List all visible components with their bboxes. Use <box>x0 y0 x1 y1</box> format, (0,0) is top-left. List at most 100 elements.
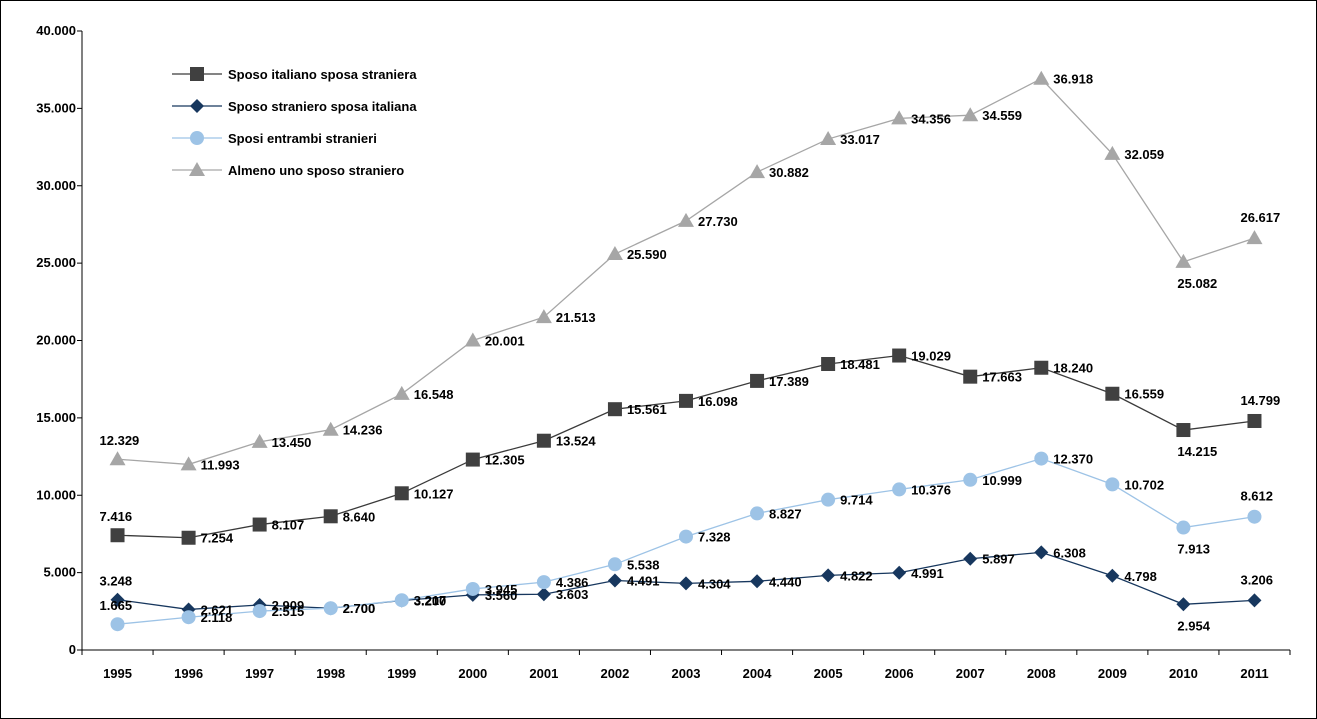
legend-entry: Sposo straniero sposa italiana <box>228 99 417 114</box>
data-point <box>892 348 907 363</box>
data-point <box>394 486 409 501</box>
data-label: 7.254 <box>201 531 234 546</box>
data-label: 3.560 <box>485 588 518 603</box>
data-label: 36.918 <box>1053 72 1093 87</box>
data-label: 4.386 <box>556 575 589 590</box>
data-point <box>891 110 908 125</box>
data-label: 17.389 <box>769 374 809 389</box>
data-point <box>607 557 622 572</box>
data-label: 5.897 <box>982 552 1015 567</box>
data-label: 3.217 <box>414 593 447 608</box>
data-label: 30.882 <box>769 165 809 180</box>
data-label: 13.450 <box>272 435 312 450</box>
data-label: 8.827 <box>769 506 802 521</box>
data-label: 2.515 <box>272 604 305 619</box>
data-label: 7.416 <box>100 509 133 524</box>
x-tick-label: 2003 <box>672 666 701 681</box>
data-point <box>607 402 622 417</box>
data-point <box>678 212 694 227</box>
data-label: 8.640 <box>343 509 376 524</box>
data-point <box>465 452 480 467</box>
data-point <box>536 433 551 448</box>
data-point <box>1175 253 1192 268</box>
data-point <box>323 509 338 524</box>
y-tick-label: 5.000 <box>43 565 76 580</box>
data-label: 18.481 <box>840 357 880 372</box>
data-label: 4.822 <box>840 568 873 583</box>
data-label: 11.993 <box>201 457 240 472</box>
data-point <box>1034 360 1049 375</box>
data-label: 3.248 <box>100 574 133 589</box>
data-label: 27.730 <box>698 214 738 229</box>
data-point <box>393 385 410 400</box>
data-label: 7.328 <box>698 530 731 545</box>
data-label: 10.702 <box>1124 477 1164 492</box>
legend-marker <box>190 131 204 145</box>
x-tick-label: 1997 <box>245 666 274 681</box>
data-point <box>252 604 267 619</box>
data-point <box>109 451 126 466</box>
legend-marker <box>190 67 204 81</box>
data-label: 25.082 <box>1177 276 1217 291</box>
data-label: 15.561 <box>627 402 667 417</box>
data-point <box>394 593 409 608</box>
y-tick-label: 25.000 <box>36 255 76 270</box>
x-tick-label: 2011 <box>1240 666 1268 681</box>
data-label: 14.215 <box>1177 444 1217 459</box>
y-tick-label: 0 <box>69 642 76 657</box>
data-point <box>820 131 837 146</box>
data-label: 21.513 <box>556 310 596 325</box>
data-point <box>252 517 267 532</box>
series-2: 1.665 2.118 2.515 2.700 3.217 3.945 4.386 5.538… <box>100 451 1273 632</box>
data-label: 4.440 <box>769 574 802 589</box>
data-label: 19.029 <box>911 349 951 364</box>
x-tick-label: 1999 <box>387 666 416 681</box>
data-label: 16.548 <box>414 387 454 402</box>
data-point <box>536 575 551 590</box>
data-point <box>963 369 978 384</box>
y-tick-label: 35.000 <box>36 100 76 115</box>
data-point <box>1247 413 1262 428</box>
data-label: 4.491 <box>627 574 660 589</box>
axes <box>81 31 1290 651</box>
data-point <box>750 574 765 589</box>
data-point <box>1034 451 1049 466</box>
data-label: 8.612 <box>1240 489 1273 504</box>
data-point <box>892 565 907 580</box>
legend-entry: Sposi entrambi stranieri <box>228 131 377 146</box>
data-label: 34.559 <box>982 108 1022 123</box>
legend-marker <box>190 99 204 113</box>
data-label: 2.700 <box>343 601 376 616</box>
data-point <box>1176 597 1191 612</box>
data-label: 4.991 <box>911 566 944 581</box>
x-tick-label: 1998 <box>316 666 345 681</box>
data-point <box>535 309 552 324</box>
data-label: 14.236 <box>343 423 383 438</box>
data-point <box>679 393 693 408</box>
series-3: 12.329 11.993 13.450 14.236 16.548 20.001 21.5… <box>100 70 1280 472</box>
data-point <box>180 456 197 471</box>
data-label: 3.206 <box>1240 572 1273 587</box>
x-tick-label: 2010 <box>1169 666 1198 681</box>
x-tick-label: 2005 <box>814 666 843 681</box>
data-point <box>464 332 481 347</box>
data-point <box>323 601 338 616</box>
data-point <box>110 528 125 543</box>
data-label: 10.127 <box>414 486 454 501</box>
data-label: 3.945 <box>485 582 518 597</box>
data-label: 1.665 <box>100 598 133 613</box>
data-point <box>962 107 979 122</box>
data-label: 12.305 <box>485 453 525 468</box>
data-point <box>1105 568 1120 583</box>
x-tick-label: 1995 <box>103 666 132 681</box>
x-tick-label: 2006 <box>885 666 914 681</box>
data-label: 17.663 <box>982 370 1022 385</box>
data-label: 4.798 <box>1124 569 1157 584</box>
data-label: 2.700 <box>343 601 376 616</box>
data-label: 32.059 <box>1124 147 1164 162</box>
x-tick-label: 1996 <box>174 666 203 681</box>
data-point <box>607 573 622 588</box>
data-label: 16.559 <box>1124 387 1164 402</box>
